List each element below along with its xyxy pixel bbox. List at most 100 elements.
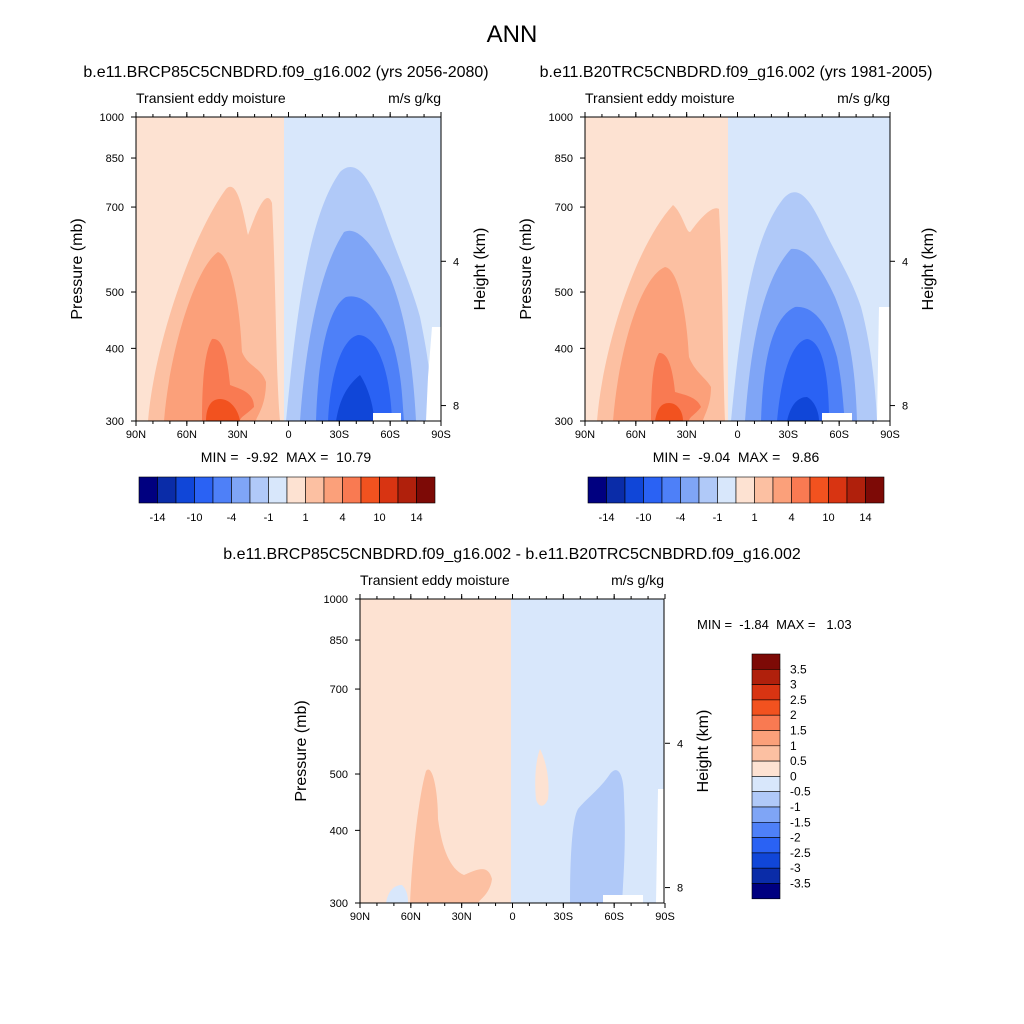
colorbar-tick-label: 1 xyxy=(302,512,308,524)
colorbar-swatch xyxy=(772,476,792,504)
missing-data-patch xyxy=(373,413,401,421)
x-tick-label: 0 xyxy=(509,911,515,923)
colorbar-swatch xyxy=(212,476,232,504)
figure-title: ANN xyxy=(487,21,538,48)
x-tick-label: 60S xyxy=(829,429,849,441)
colorbar-tick-label: -1 xyxy=(713,512,723,524)
colorbar-swatch xyxy=(680,476,700,504)
colorbar-swatch xyxy=(751,822,781,838)
colorbar-tick-label: 2.5 xyxy=(790,693,807,707)
y-tick-label: 400 xyxy=(330,825,348,837)
y2-tick-label: 4 xyxy=(902,256,908,268)
colorbar-tick-label: -3 xyxy=(790,861,801,875)
colorbar-swatch xyxy=(643,476,663,504)
variable-label: Transient eddy moisture xyxy=(360,572,510,588)
colorbar-swatch xyxy=(305,476,325,504)
contour-negative-weak-south xyxy=(570,770,625,903)
colorbar-swatch xyxy=(342,476,362,504)
x-tick-label: 0 xyxy=(285,429,291,441)
colorbar-tick-label: -2.5 xyxy=(790,846,811,860)
colorbar-tick-label: 3.5 xyxy=(790,662,807,676)
colorbar-swatch xyxy=(791,476,811,504)
colorbar-tick-label: 4 xyxy=(788,512,794,524)
contour-negative-5 xyxy=(336,375,374,421)
colorbar-swatch xyxy=(751,776,781,793)
colorbar-swatch xyxy=(751,653,781,670)
y2-axis-label: Height (km) xyxy=(920,228,937,311)
x-tick-label: 30S xyxy=(779,429,799,441)
colorbar-swatch xyxy=(751,883,781,900)
axes: 90N 60N 30N 0 30S 60S 90S 300 400 500 700 850 1000 8 4 xyxy=(549,112,908,441)
colorbar-swatch xyxy=(751,730,781,747)
colorbar-swatch xyxy=(751,791,781,808)
x-tick-label: 30S xyxy=(554,911,574,923)
colorbar-tick-label: -14 xyxy=(599,512,615,524)
x-tick-label: 90S xyxy=(655,911,675,923)
colorbar-swatch xyxy=(751,745,781,762)
colorbar-tick-label: 3 xyxy=(790,678,797,692)
y-tick-label: 500 xyxy=(106,287,124,299)
colorbar-tick-label: 2 xyxy=(790,708,797,722)
colorbar-tick-label: -10 xyxy=(187,512,203,524)
colorbar-swatch xyxy=(751,806,781,823)
panel-title: b.e11.B20TRC5CNBDRD.f09_g16.002 (yrs 198… xyxy=(540,64,933,81)
colorbar-tick-label: 4 xyxy=(339,512,345,524)
y2-tick-label: 8 xyxy=(677,883,683,895)
y-tick-label: 300 xyxy=(106,416,124,428)
y-tick-label: 700 xyxy=(555,202,573,214)
y-tick-label: 1000 xyxy=(100,112,124,124)
contour-positive-3 xyxy=(651,352,701,421)
missing-data-edge xyxy=(656,789,664,903)
contour-negative-5 xyxy=(787,397,819,421)
y-tick-label: 400 xyxy=(555,343,573,355)
missing-data-edge xyxy=(877,307,890,421)
colorbar-tick-label: 0 xyxy=(790,769,797,783)
colorbar-swatch xyxy=(231,476,251,504)
contour-positive-2 xyxy=(613,267,711,421)
colorbar-swatch xyxy=(846,476,866,504)
colorbar-swatch xyxy=(138,476,158,504)
colorbar-swatch xyxy=(751,714,781,731)
panel-future: b.e11.BRCP85C5CNBDRD.f09_g16.002 (yrs 20… xyxy=(69,64,489,524)
variable-label: Transient eddy moisture xyxy=(585,90,735,106)
y-tick-label: 300 xyxy=(555,416,573,428)
colorbar-swatch xyxy=(751,684,781,701)
colorbar-swatch xyxy=(828,476,848,504)
y-tick-label: 1000 xyxy=(549,112,573,124)
colorbar-tick-label: -14 xyxy=(150,512,166,524)
colorbar-swatch xyxy=(661,476,681,504)
colorbar-swatch xyxy=(751,852,781,869)
colorbar-tick-label: -4 xyxy=(676,512,686,524)
x-tick-label: 30N xyxy=(452,911,472,923)
x-tick-label: 90N xyxy=(350,911,370,923)
colorbar-tick-label: -1 xyxy=(790,800,801,814)
colorbar-swatch xyxy=(751,760,781,777)
colorbar-swatch xyxy=(249,476,269,504)
missing-data-patch xyxy=(822,413,852,421)
contour-negative-weak-north xyxy=(386,885,408,903)
colorbar-swatch xyxy=(754,476,774,504)
colorbar-swatch xyxy=(268,476,288,504)
colorbar-swatch xyxy=(175,476,195,504)
colorbar-swatch xyxy=(698,476,718,504)
y2-axis-label: Height (km) xyxy=(695,710,712,793)
colorbar-tick-label: 14 xyxy=(859,512,871,524)
y-axis-label: Pressure (mb) xyxy=(293,700,310,801)
colorbar-tick-label: -10 xyxy=(636,512,652,524)
colorbar-tick-label: 0.5 xyxy=(790,754,807,768)
y-tick-label: 1000 xyxy=(324,594,348,606)
y2-tick-label: 8 xyxy=(902,401,908,413)
axes: 90N 60N 30N 0 30S 60S 90S 300 400 500 700 850 1000 8 4 xyxy=(324,594,683,923)
colorbar-swatch xyxy=(865,476,885,504)
units-label: m/s g/kg xyxy=(611,572,664,588)
colorbar-tick-label: 1 xyxy=(751,512,757,524)
units-label: m/s g/kg xyxy=(388,90,441,106)
panel-historical: b.e11.B20TRC5CNBDRD.f09_g16.002 (yrs 198… xyxy=(518,64,937,524)
colorbar-tick-label: -2 xyxy=(790,831,801,845)
x-tick-label: 0 xyxy=(734,429,740,441)
colorbar-tick-label: 10 xyxy=(822,512,834,524)
colorbar-swatch xyxy=(751,699,781,716)
colorbar-swatch xyxy=(606,476,626,504)
y-tick-label: 300 xyxy=(330,898,348,910)
colorbar-tick-label: 1.5 xyxy=(790,724,807,738)
